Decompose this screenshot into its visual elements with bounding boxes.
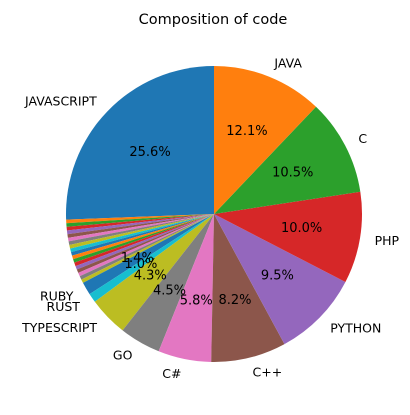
pie-pct-label: 10.0% [281,221,322,236]
pie-pct-label: 1.0% [124,257,157,272]
pie-slice-python [214,214,346,345]
pie-slice-minor [67,214,214,242]
pie-slice-c [214,106,361,214]
pie-slice-ruby [82,214,214,295]
pie-pct-label: 4.3% [134,268,167,283]
pie-category-label: PHP [375,233,400,248]
pie-slice-minor [71,214,214,256]
pie-slice-java [214,66,316,214]
pie-pct-label: 9.5% [261,269,294,284]
pie-pct-label: 25.6% [129,145,170,160]
pie-pct-label: 12.1% [226,124,267,139]
pie-slice-go [122,214,214,352]
pie-category-label: C [358,131,367,146]
pie-category-label: C# [162,366,181,381]
chart-title: Composition of code [139,12,288,28]
pie-slice-typescript [94,214,214,331]
pie-slice-rust [89,214,214,302]
pie-pct-label: 4.5% [153,283,186,298]
pie-slice-minor [74,214,214,267]
pie-slice-minor [67,214,214,238]
pie-category-label: RUST [47,299,81,314]
pie-slice-minor [76,214,215,273]
pie-slice-minor [71,214,214,260]
pie-pct-label: 8.2% [218,293,251,308]
pie-slice-minor [66,214,214,231]
pie-pct-label: 10.5% [272,165,313,180]
pie-slice-minor [69,214,214,249]
pie-category-label: GO [113,347,133,362]
pie-slice-minor [66,214,214,235]
pie-category-label: TYPESCRIPT [21,320,97,335]
pie-pct-label: 1.4% [121,251,154,266]
pie-category-label: RUBY [40,288,74,303]
pie-labels: 25.6% JAVASCRIPT 1.4% RUBY 1.0% RUST 4.3% TYPES… [21,55,399,381]
pie-slice-php [214,191,362,283]
pie-slice-minor [73,214,215,263]
pie-slice-minor [70,214,214,253]
pie-category-label: JAVASCRIPT [24,94,97,109]
pie-slice-minor [81,214,214,283]
pie-slice-minor [79,214,214,280]
pie-slice-minor [75,214,214,270]
pie-slice-minor [78,214,214,277]
pie-slice-c [158,214,214,362]
pie-category-label: JAVA [273,55,302,70]
pie-slice-c [211,214,285,362]
pie-slices [66,66,362,362]
pie-slice-minor [66,214,214,227]
pie-slice-minor [66,214,214,224]
pie-slice-javascript [66,66,214,220]
pie-pct-label: 5.8% [180,294,213,309]
pie-category-label: PYTHON [330,321,381,336]
pie-slice-minor [68,214,214,246]
pie-category-label: C++ [253,365,283,380]
